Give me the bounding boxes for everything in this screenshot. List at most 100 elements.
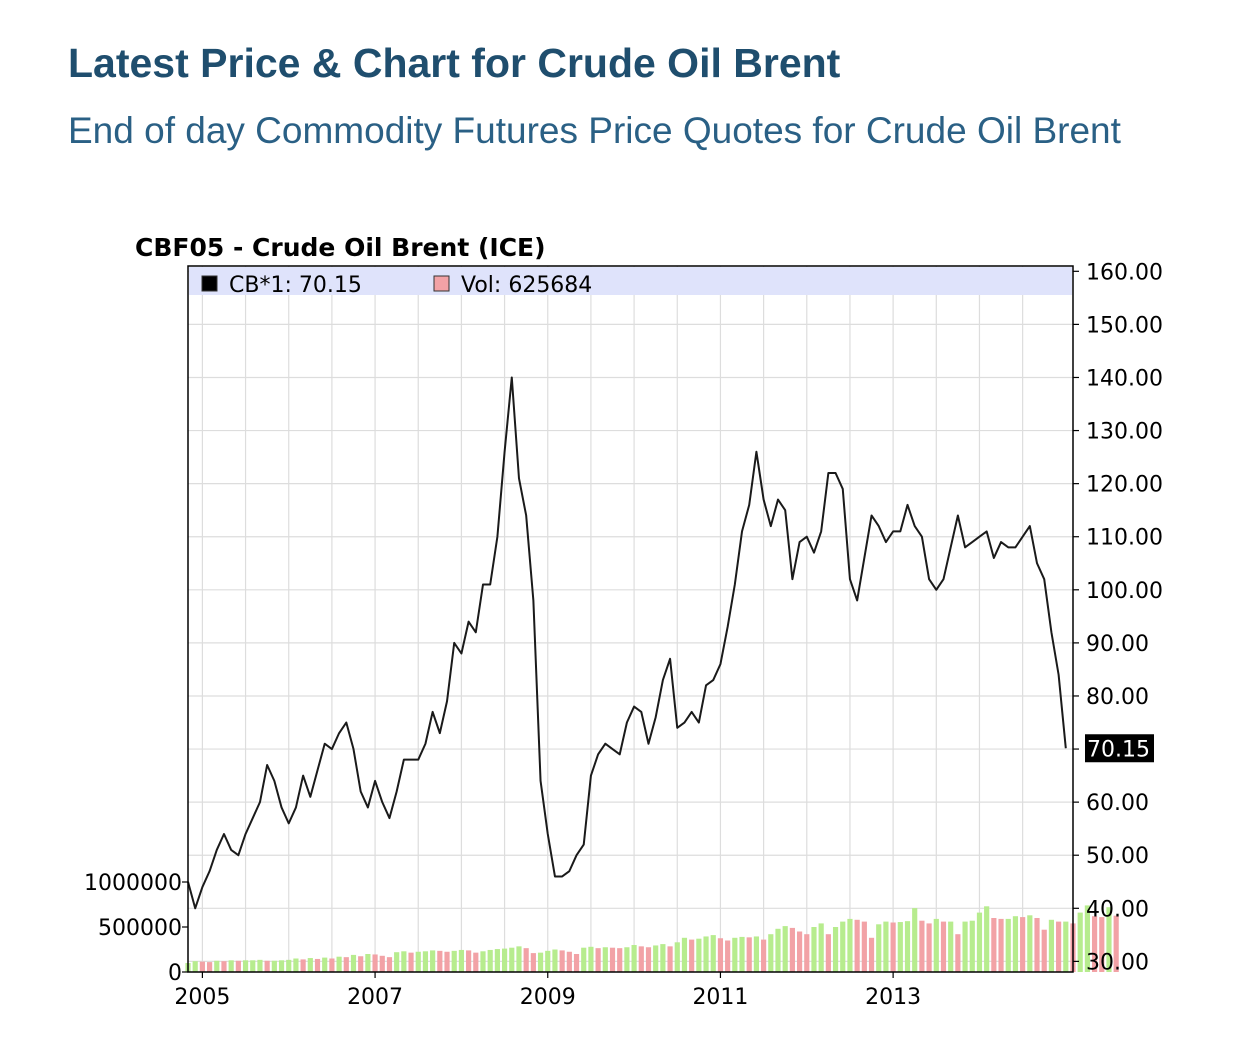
- volume-bar: [984, 906, 990, 972]
- volume-bar: [876, 924, 882, 972]
- volume-bar: [609, 947, 616, 972]
- volume-bar: [746, 937, 752, 972]
- plot-frame-bg: [188, 266, 1073, 972]
- volume-bar: [466, 950, 472, 972]
- volume-bar: [206, 962, 213, 972]
- volume-bar: [1099, 917, 1105, 972]
- volume-bar: [789, 927, 795, 972]
- volume-bar: [890, 922, 896, 972]
- volume-bar: [573, 954, 580, 972]
- y-tick-label: 150.00: [1086, 313, 1163, 338]
- y-tick-label: 110.00: [1086, 526, 1163, 551]
- y-tick-label: 50.00: [1086, 844, 1149, 869]
- volume-bar: [235, 960, 241, 972]
- volume-bar: [645, 947, 652, 972]
- volume-bar: [904, 921, 911, 972]
- volume-bar: [494, 949, 500, 972]
- volume-bar: [1012, 916, 1019, 972]
- volume-bar: [199, 961, 205, 972]
- volume-bar: [919, 920, 925, 972]
- volume-bar: [509, 947, 515, 972]
- last-price-marker: [1085, 734, 1154, 763]
- volume-bar: [825, 934, 831, 972]
- volume-bar: [775, 928, 781, 972]
- volume-bar: [703, 936, 709, 972]
- volume-bar: [861, 921, 867, 972]
- volume-bar: [516, 946, 522, 972]
- volume-bar: [948, 921, 954, 972]
- volume-bar: [717, 938, 724, 972]
- volume-bar: [912, 908, 918, 972]
- legend: CB*1: 70.15 Vol: 625684: [201, 273, 592, 298]
- volume-bar: [552, 949, 558, 972]
- volume-bar: [394, 952, 400, 972]
- plot-frame: [187, 265, 1074, 973]
- volume-bar: [897, 922, 903, 972]
- legend-label: CB*1: 70.15: [229, 273, 362, 298]
- vol-tick-label: 0: [168, 961, 182, 986]
- volume-bar: [559, 950, 565, 972]
- y-tick-label: 60.00: [1086, 791, 1149, 816]
- volume-bar: [811, 927, 817, 972]
- axes: 30.0040.0050.0060.0070.0080.0090.00100.0…: [84, 260, 1163, 1010]
- volume-bar: [314, 958, 321, 972]
- grid: [188, 266, 1073, 972]
- y-tick-label: 160.00: [1086, 260, 1163, 285]
- volume-bar: [739, 936, 745, 972]
- x-tick-label: 2011: [692, 985, 748, 1010]
- volume-bar: [278, 960, 285, 972]
- volume-bar: [401, 951, 407, 972]
- x-tick-label: 2005: [174, 985, 230, 1010]
- volume-bar: [667, 946, 673, 972]
- volume-bar: [588, 946, 594, 972]
- volume-bar: [415, 951, 421, 972]
- legend-swatch: [201, 275, 218, 292]
- volume-bar: [451, 950, 457, 972]
- volume-bar: [761, 939, 767, 972]
- y-tick-label: 140.00: [1086, 366, 1163, 391]
- volume-bar: [221, 961, 227, 972]
- volume-bar: [1005, 918, 1011, 972]
- volume-bar: [501, 948, 508, 972]
- volume-bar: [868, 937, 875, 972]
- volume-bar: [1091, 916, 1098, 972]
- volume-bar: [430, 950, 436, 972]
- volume-bar: [1113, 915, 1119, 972]
- volume-bar: [710, 935, 716, 972]
- volume-bar: [228, 960, 234, 972]
- volume-bar: [293, 958, 299, 972]
- price-line: [187, 376, 1067, 910]
- volume-bar: [343, 957, 349, 972]
- volume-bar: [537, 952, 544, 972]
- volume-bar: [753, 936, 760, 972]
- volume-bar: [1034, 918, 1040, 972]
- volume-bar: [624, 947, 630, 972]
- volume-bar: [300, 959, 306, 972]
- volume-bar: [242, 960, 249, 972]
- volume-bar: [926, 923, 932, 972]
- volume-bar: [307, 958, 313, 972]
- volume-bar: [940, 921, 947, 972]
- volume-bar: [631, 945, 637, 972]
- volume-bar: [832, 927, 839, 972]
- volume-bar: [422, 951, 429, 972]
- volume-bar: [1106, 907, 1112, 972]
- volume-bar: [969, 920, 975, 972]
- volume-bar: [358, 956, 364, 972]
- x-tick-label: 2007: [347, 985, 403, 1010]
- volume-bar: [725, 940, 731, 972]
- volume-bar: [1077, 912, 1083, 972]
- volume-bar: [214, 960, 220, 972]
- vol-tick-label: 500000: [98, 916, 182, 941]
- x-tick-label: 2013: [865, 985, 921, 1010]
- volume-bar: [444, 951, 450, 972]
- legend-label: Vol: 625684: [461, 273, 592, 298]
- volume-bar: [286, 959, 292, 972]
- y-tick-label: 40.00: [1086, 897, 1149, 922]
- volume-bar: [696, 938, 702, 972]
- chart-title: CBF05 - Crude Oil Brent (ICE): [135, 233, 546, 262]
- y-tick-label: 30.00: [1086, 950, 1149, 975]
- volume-bar: [732, 937, 738, 972]
